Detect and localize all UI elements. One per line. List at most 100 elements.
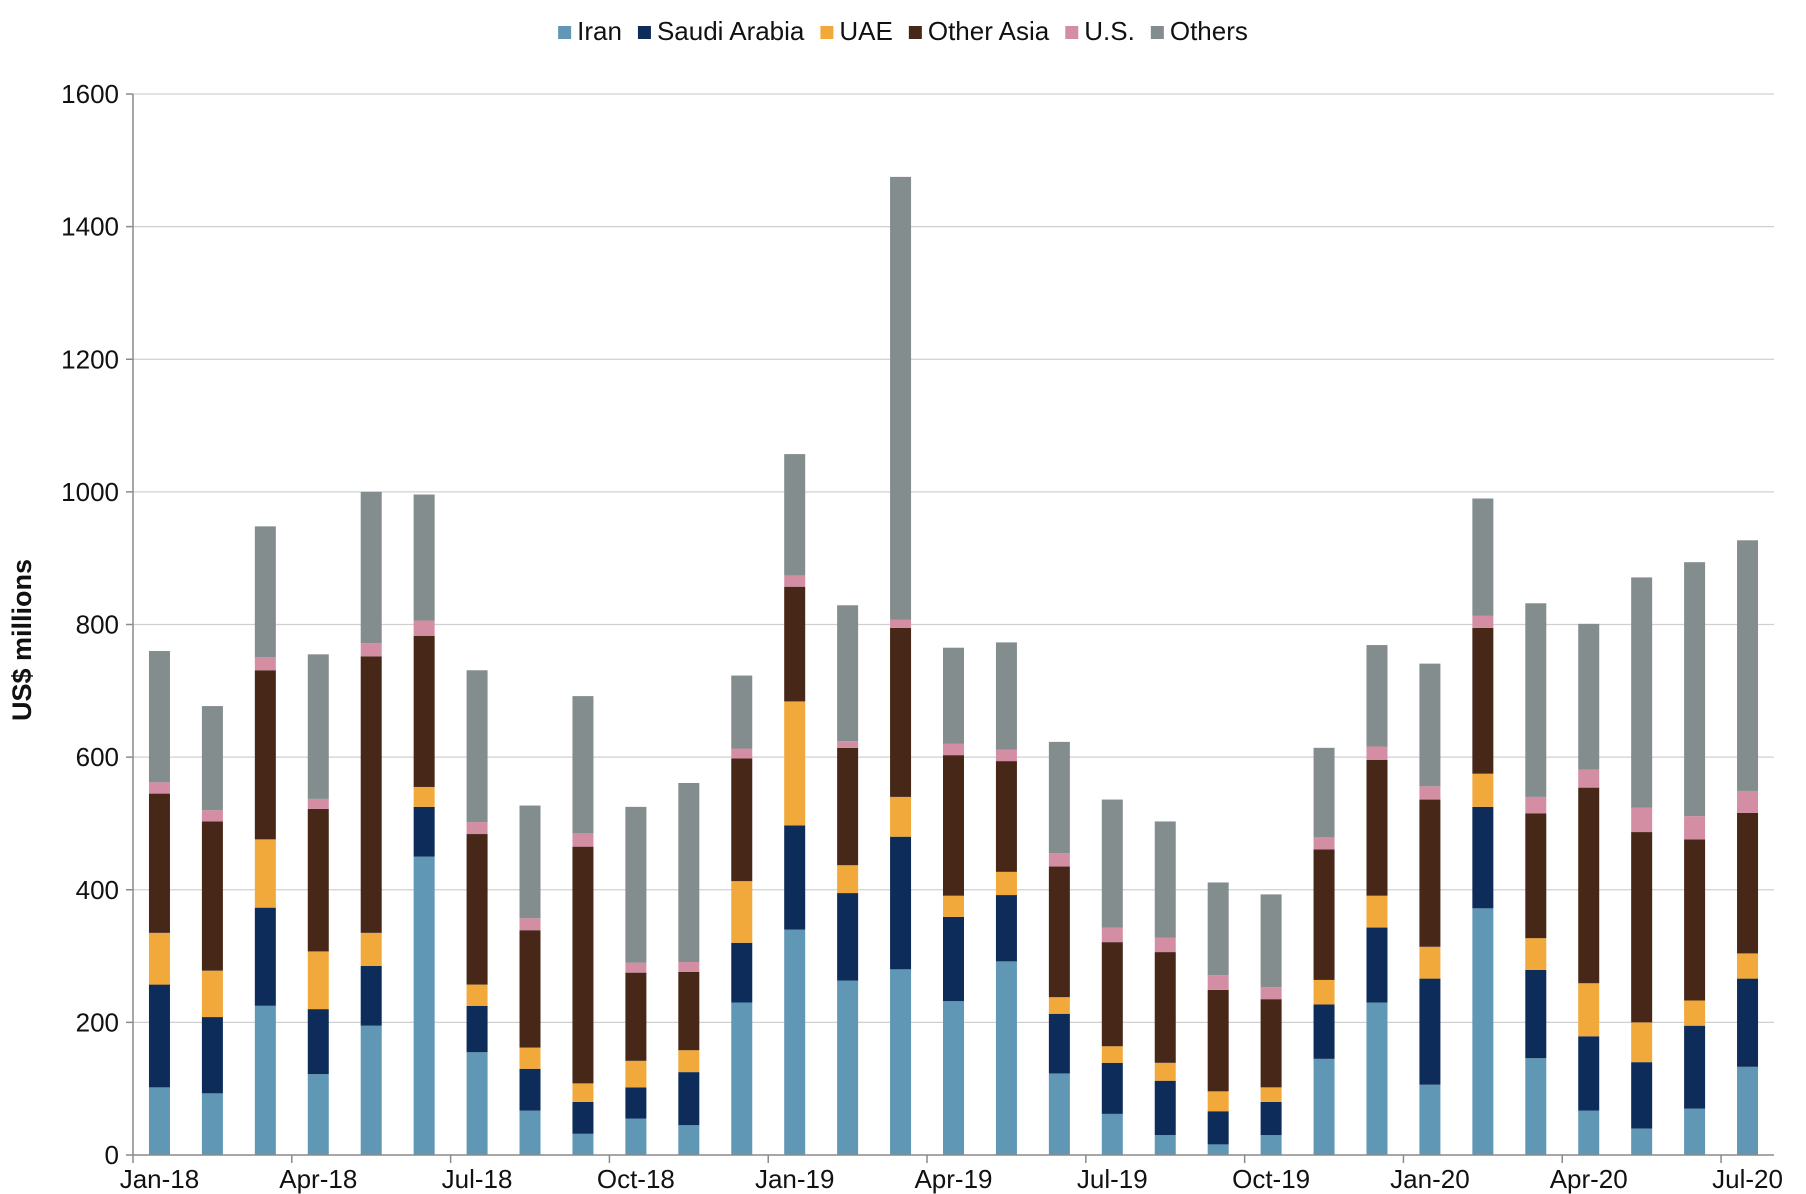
y-tick-label: 1200 xyxy=(61,344,119,374)
bar-other-asia-jun-18 xyxy=(413,635,435,787)
bar-other-asia-jun-20 xyxy=(1684,839,1706,1001)
x-tick-label: Jul-19 xyxy=(1077,1164,1148,1194)
bar-other-asia-jul-19 xyxy=(1101,942,1123,1047)
bar-u-s-apr-20 xyxy=(1578,769,1600,788)
bar-others-mar-18 xyxy=(254,526,276,657)
bar-others-feb-18 xyxy=(201,706,223,811)
bar-iran-feb-19 xyxy=(837,980,859,1155)
legend-item-uae: UAE xyxy=(820,16,893,46)
x-tick-label: Apr-20 xyxy=(1550,1164,1628,1194)
bar-u-s-mar-19 xyxy=(890,619,912,628)
bar-u-s-mar-18 xyxy=(254,656,276,671)
x-tick-label: Jul-18 xyxy=(442,1164,513,1194)
bar-others-nov-19 xyxy=(1313,747,1335,838)
bar-uae-mar-18 xyxy=(254,839,276,908)
legend-label: U.S. xyxy=(1084,16,1135,46)
bar-saudi-arabia-sep-19 xyxy=(1207,1111,1229,1145)
bar-other-asia-apr-19 xyxy=(943,755,964,896)
y-axis-title: US$ millions xyxy=(7,559,37,721)
bar-other-asia-mar-20 xyxy=(1525,813,1547,939)
bar-uae-feb-18 xyxy=(201,970,223,1018)
bar-uae-apr-18 xyxy=(307,951,329,1010)
bar-uae-aug-18 xyxy=(519,1047,541,1069)
bar-uae-jun-19 xyxy=(1048,997,1070,1014)
bar-u-s-jul-19 xyxy=(1101,927,1123,943)
bar-uae-jul-18 xyxy=(466,984,488,1006)
bar-others-may-18 xyxy=(360,491,382,644)
bar-other-asia-dec-19 xyxy=(1366,759,1388,896)
legend-item-others: Others xyxy=(1150,16,1248,46)
bar-others-sep-19 xyxy=(1207,882,1229,976)
bar-iran-sep-18 xyxy=(572,1133,594,1155)
bar-u-s-jun-19 xyxy=(1048,853,1070,867)
bar-iran-jul-19 xyxy=(1101,1113,1123,1155)
bar-u-s-jan-18 xyxy=(148,782,170,794)
bar-u-s-sep-18 xyxy=(572,833,594,847)
bar-saudi-arabia-jun-18 xyxy=(413,806,435,857)
bar-iran-apr-18 xyxy=(307,1074,329,1155)
y-tick-labels: 0 200 400 600 800 1000 1200 1400 1600 xyxy=(61,79,119,1170)
bar-iran-nov-19 xyxy=(1313,1058,1335,1155)
bar-uae-sep-19 xyxy=(1207,1091,1229,1112)
bar-iran-apr-20 xyxy=(1578,1110,1600,1155)
legend-swatch xyxy=(637,26,651,39)
bar-u-s-apr-18 xyxy=(307,798,329,809)
bar-saudi-arabia-feb-18 xyxy=(201,1017,223,1094)
bar-saudi-arabia-oct-19 xyxy=(1260,1101,1282,1136)
bar-others-jun-20 xyxy=(1684,562,1706,817)
bar-u-s-feb-19 xyxy=(837,741,859,748)
bar-saudi-arabia-nov-19 xyxy=(1313,1004,1335,1059)
legend-label: Other Asia xyxy=(928,16,1050,46)
bar-u-s-oct-18 xyxy=(625,962,647,973)
y-tick-label: 0 xyxy=(105,1140,119,1170)
bar-others-jul-19 xyxy=(1101,799,1123,928)
bar-others-oct-18 xyxy=(625,806,647,963)
bar-iran-jun-18 xyxy=(413,856,435,1155)
bar-saudi-arabia-may-19 xyxy=(995,895,1017,962)
bar-others-dec-19 xyxy=(1366,645,1388,747)
bar-uae-nov-19 xyxy=(1313,979,1335,1005)
legend-label: Saudi Arabia xyxy=(657,16,805,46)
bar-saudi-arabia-may-20 xyxy=(1631,1062,1653,1129)
bar-iran-oct-18 xyxy=(625,1118,647,1155)
bar-uae-sep-18 xyxy=(572,1083,594,1102)
bar-other-asia-jan-19 xyxy=(784,586,806,702)
legend-item-iran: Iran xyxy=(558,16,622,46)
bar-u-s-dec-18 xyxy=(731,748,753,759)
bar-others-sep-18 xyxy=(572,696,594,834)
bar-iran-mar-19 xyxy=(890,969,912,1155)
bar-iran-jan-18 xyxy=(148,1087,170,1155)
bar-saudi-arabia-aug-19 xyxy=(1154,1080,1176,1136)
bar-others-apr-18 xyxy=(307,654,329,799)
bar-uae-jan-20 xyxy=(1419,946,1441,979)
bar-others-mar-19 xyxy=(890,176,912,620)
bar-u-s-mar-20 xyxy=(1525,796,1547,814)
bar-other-asia-may-18 xyxy=(360,656,382,933)
legend-label: Others xyxy=(1170,16,1248,46)
bar-iran-feb-18 xyxy=(201,1093,223,1155)
bar-others-jun-18 xyxy=(413,494,435,621)
bar-u-s-dec-19 xyxy=(1366,746,1388,760)
bar-saudi-arabia-jun-20 xyxy=(1684,1025,1706,1109)
bar-saudi-arabia-feb-20 xyxy=(1472,806,1494,909)
bar-other-asia-jan-18 xyxy=(148,793,170,933)
bar-saudi-arabia-mar-18 xyxy=(254,907,276,1006)
bar-uae-may-18 xyxy=(360,932,382,967)
bar-iran-jul-20 xyxy=(1737,1066,1759,1155)
bar-u-s-sep-19 xyxy=(1207,975,1229,990)
bar-saudi-arabia-dec-18 xyxy=(731,942,753,1003)
bar-iran-oct-19 xyxy=(1260,1135,1282,1155)
bar-other-asia-jul-20 xyxy=(1737,812,1759,954)
bar-other-asia-apr-18 xyxy=(307,808,329,952)
bar-others-mar-20 xyxy=(1525,603,1547,797)
bar-iran-jan-20 xyxy=(1419,1084,1441,1155)
y-tick-label: 800 xyxy=(76,610,119,640)
bar-others-may-19 xyxy=(995,642,1017,750)
bar-uae-feb-19 xyxy=(837,865,859,894)
y-tick-label: 600 xyxy=(76,742,119,772)
bar-iran-dec-18 xyxy=(731,1002,753,1155)
legend-swatch xyxy=(558,26,572,39)
bar-u-s-may-19 xyxy=(995,749,1017,762)
y-tick-label: 400 xyxy=(76,875,119,905)
bar-saudi-arabia-apr-19 xyxy=(943,916,964,1002)
